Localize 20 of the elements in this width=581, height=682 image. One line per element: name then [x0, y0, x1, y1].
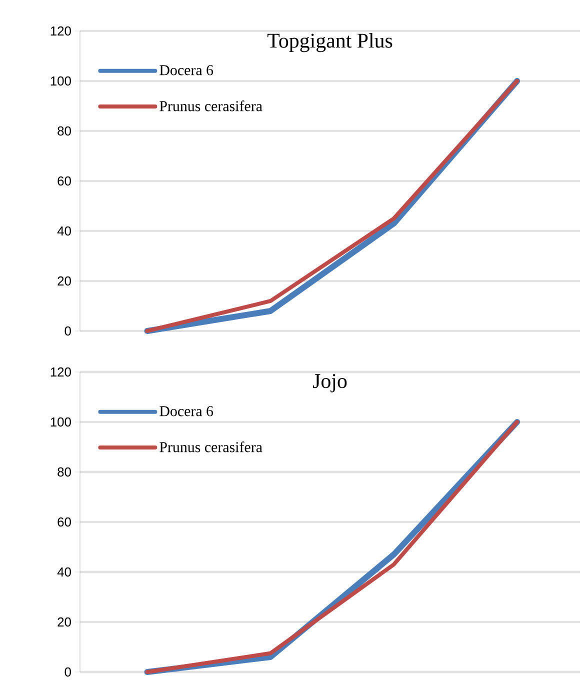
y-tick-label: 80: [58, 126, 71, 136]
y-tick-label: 60: [58, 517, 71, 527]
y-tick-label: 100: [50, 417, 71, 427]
y-tick-label: 0: [64, 326, 71, 336]
legend-label: Docera 6: [160, 65, 214, 76]
y-tick-label: 100: [50, 76, 71, 86]
y-tick-label: 20: [58, 617, 71, 627]
y-tick-label: 60: [58, 176, 71, 186]
y-tick-label: 120: [50, 26, 71, 36]
legend-label: Prunus cerasifera: [160, 100, 262, 112]
y-tick-label: 120: [50, 367, 71, 377]
legend-label: Prunus cerasifera: [160, 442, 262, 452]
legend-label: Docera 6: [160, 406, 214, 416]
y-tick-label: 40: [57, 226, 71, 236]
y-tick-label: 40: [57, 567, 71, 577]
chart-title: Jojo: [313, 374, 347, 392]
y-tick-label: 20: [58, 276, 71, 286]
y-tick-label: 0: [64, 667, 71, 677]
y-tick-label: 80: [58, 467, 71, 477]
chart-title: Topgigant Plus: [267, 33, 392, 52]
